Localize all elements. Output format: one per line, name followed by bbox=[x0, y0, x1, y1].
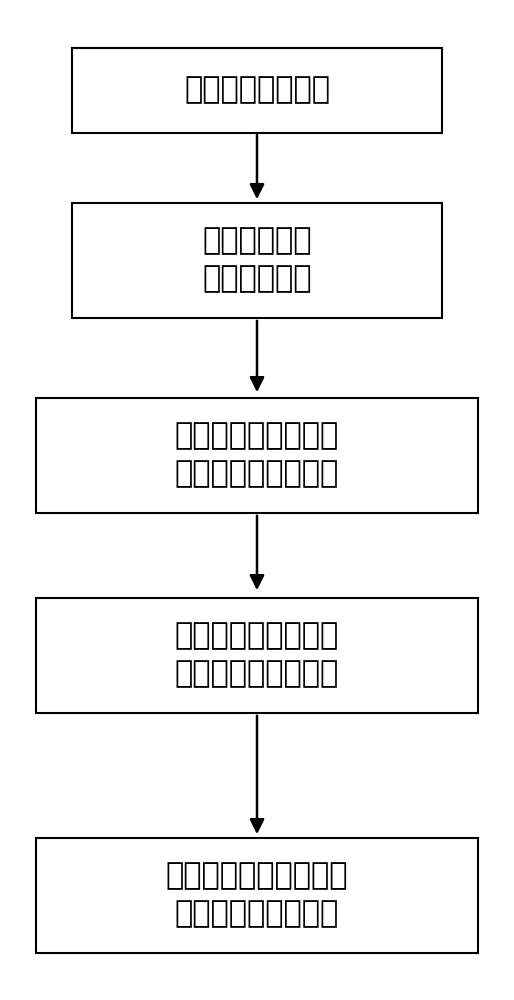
Text: 载入三维超声图像: 载入三维超声图像 bbox=[184, 76, 330, 104]
Text: 三维超声图像: 三维超声图像 bbox=[202, 227, 312, 255]
Text: 最终滤波结果并输出: 最终滤波结果并输出 bbox=[175, 900, 339, 928]
Bar bbox=[36, 397, 478, 512]
Text: 作为基准块滤波结果: 作为基准块滤波结果 bbox=[175, 660, 339, 689]
Bar bbox=[36, 838, 478, 952]
Text: 相似块并计算相似度: 相似块并计算相似度 bbox=[175, 460, 339, 488]
Text: 基准块滤波结果整合为: 基准块滤波结果整合为 bbox=[166, 861, 348, 890]
Bar bbox=[36, 597, 478, 712]
Text: 将相似块加权平均值: 将相似块加权平均值 bbox=[175, 621, 339, 650]
Text: 拆分成基准块: 拆分成基准块 bbox=[202, 264, 312, 294]
Bar bbox=[72, 202, 442, 318]
Text: 对于每一基准块遍历: 对于每一基准块遍历 bbox=[175, 422, 339, 450]
Bar bbox=[72, 47, 442, 132]
